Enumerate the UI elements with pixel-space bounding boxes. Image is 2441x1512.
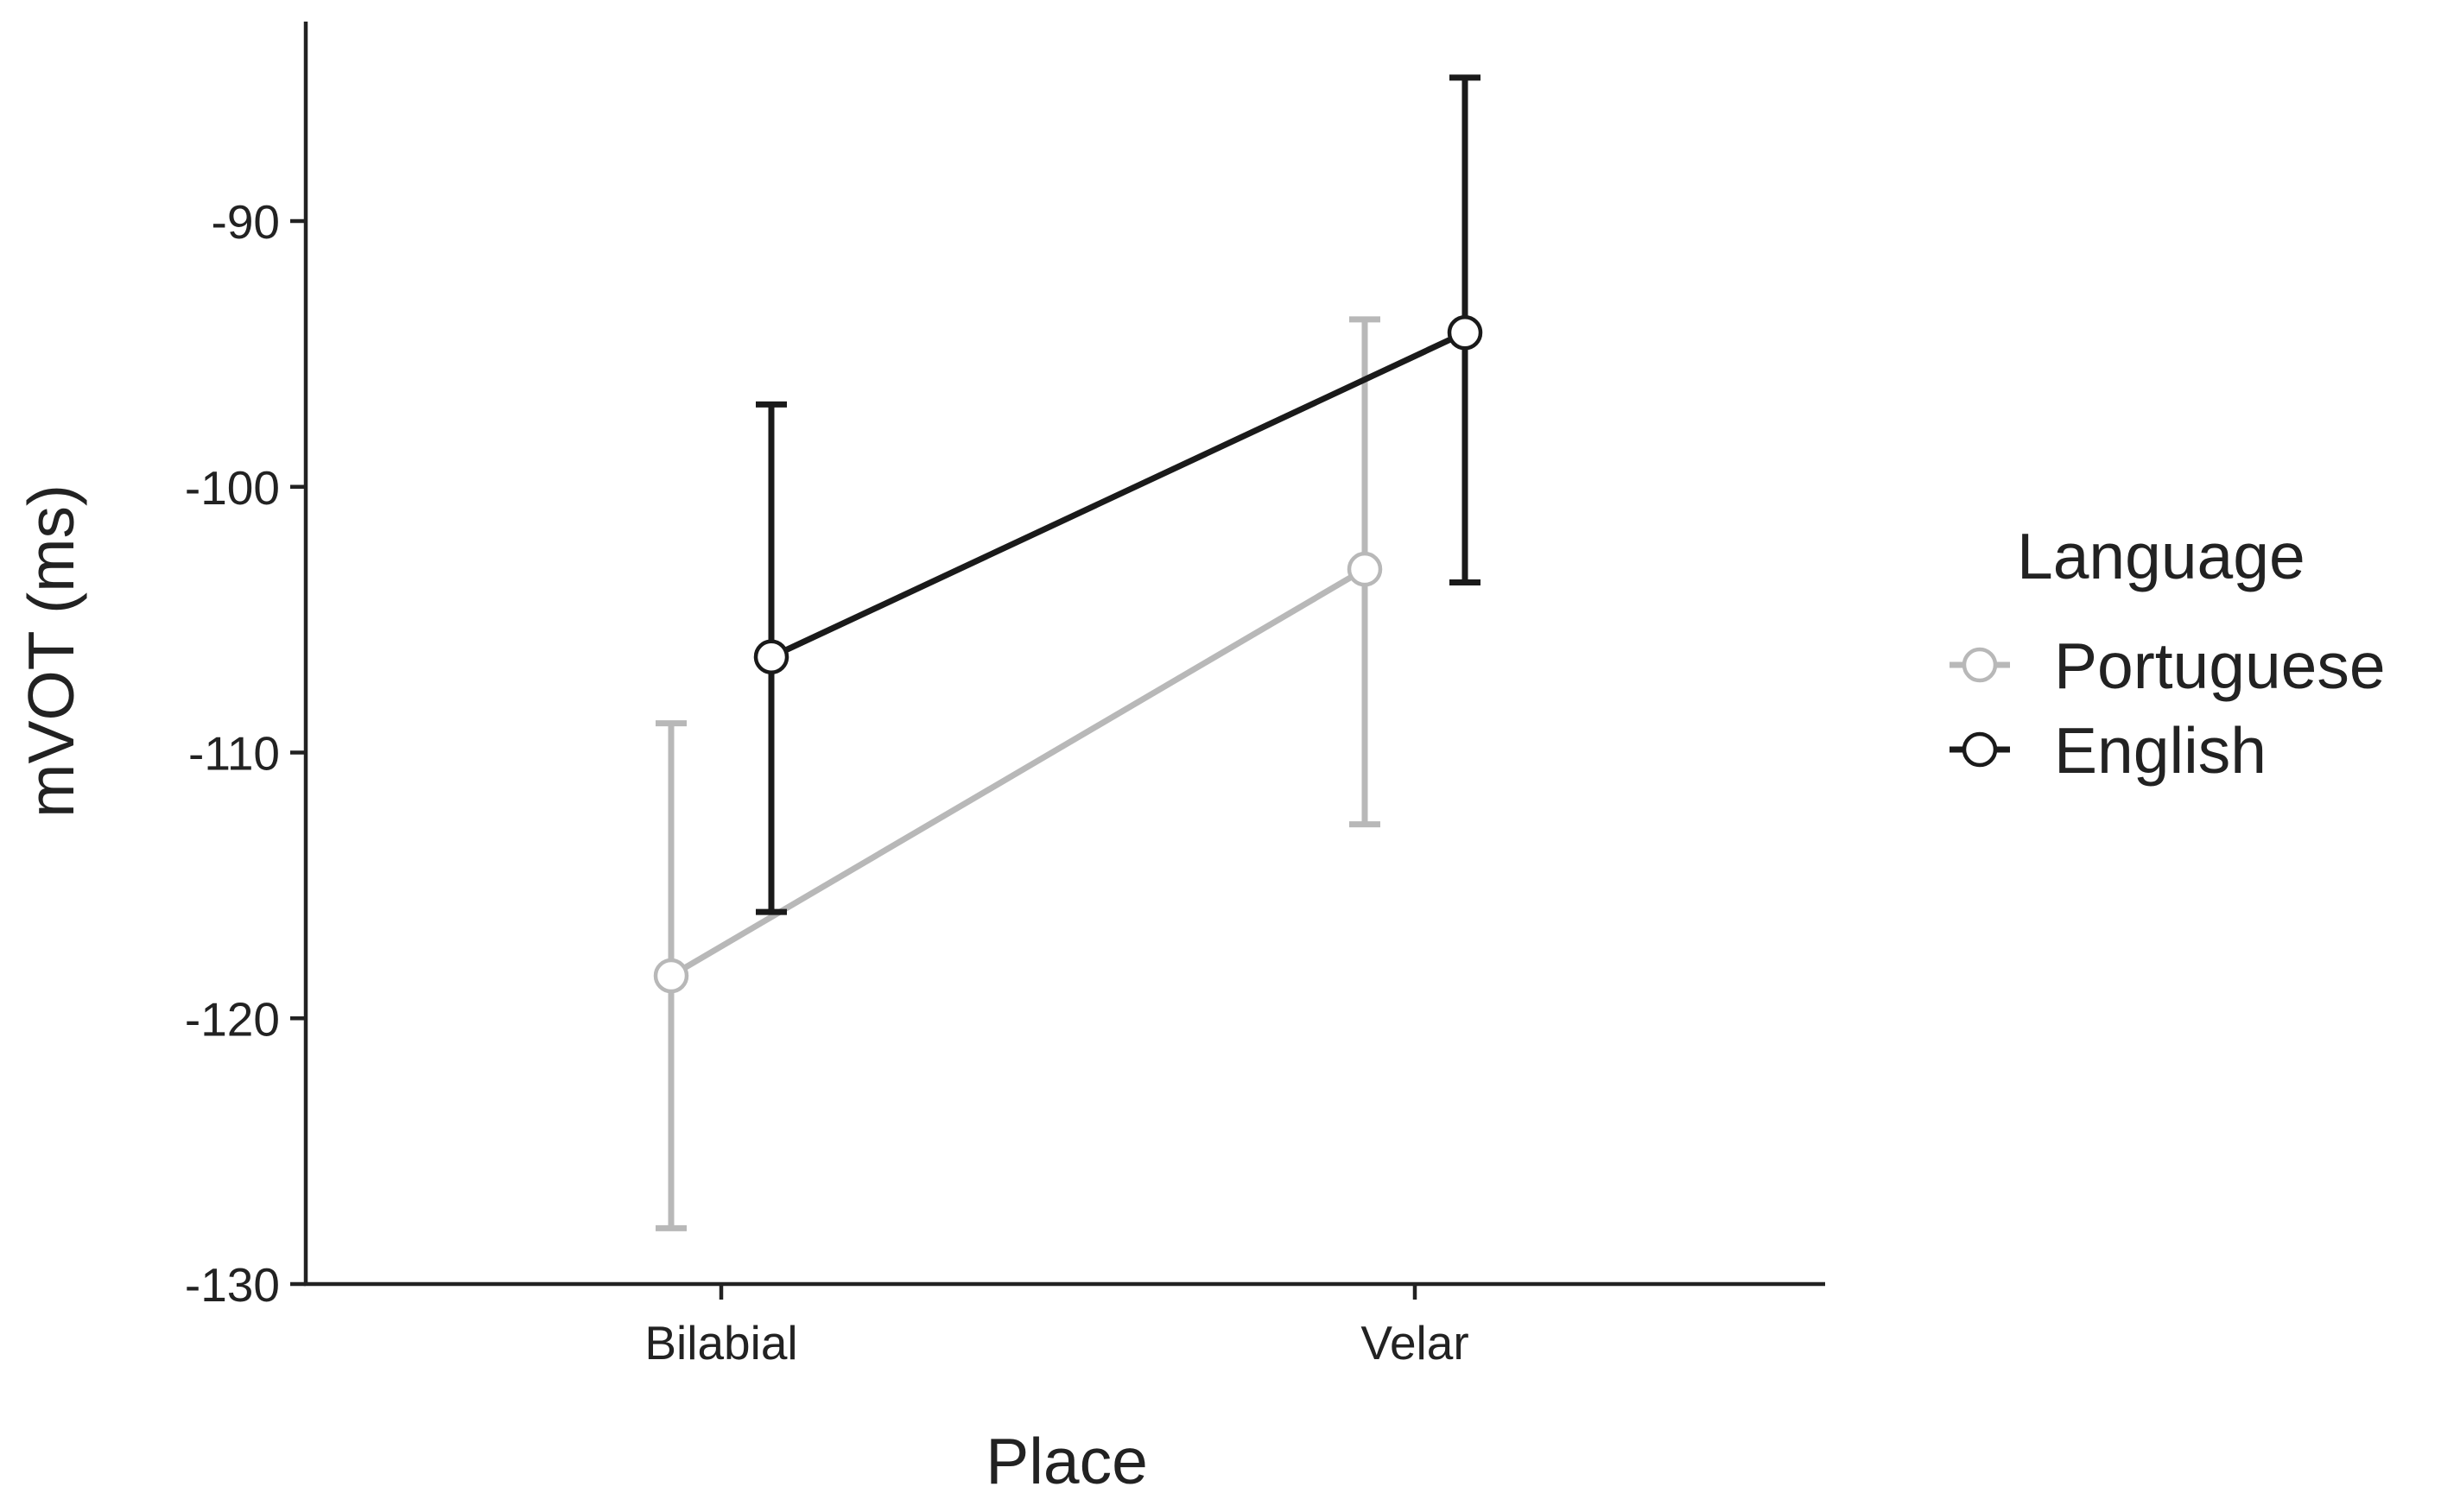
legend-label: Portuguese <box>2054 629 2386 702</box>
y-tick-label: -90 <box>212 195 281 249</box>
y-tick-label: -110 <box>188 727 280 781</box>
legend: Language Portuguese English <box>1950 520 2386 787</box>
data-point <box>753 639 789 674</box>
data-point <box>653 958 689 994</box>
legend-title: Language <box>2017 520 2305 592</box>
y-tick-label: -120 <box>185 992 280 1046</box>
y-tick-label: -100 <box>185 461 280 515</box>
data-point <box>1447 315 1483 351</box>
y-axis-title: mVOT (ms) <box>15 484 87 818</box>
y-axis-ticks: -90 -100 -110 -120 -130 <box>185 195 306 1312</box>
y-tick-label: -130 <box>185 1258 280 1312</box>
series-english <box>753 74 1483 915</box>
x-tick-label: Velar <box>1360 1316 1468 1370</box>
data-point <box>1347 551 1383 587</box>
legend-key-point <box>1962 647 1998 683</box>
series-line <box>669 566 1366 979</box>
series-layer <box>653 74 1483 1231</box>
legend-key-point <box>1962 731 1998 768</box>
axis-lines <box>303 22 1825 1287</box>
x-axis-title: Place <box>986 1425 1148 1497</box>
legend-label: English <box>2054 714 2267 787</box>
x-axis-ticks: Bilabial Velar <box>644 1284 1469 1370</box>
axes <box>303 22 1825 1287</box>
x-tick-label: Bilabial <box>644 1316 797 1370</box>
series-line <box>770 330 1467 660</box>
series-portuguese <box>653 316 1383 1231</box>
